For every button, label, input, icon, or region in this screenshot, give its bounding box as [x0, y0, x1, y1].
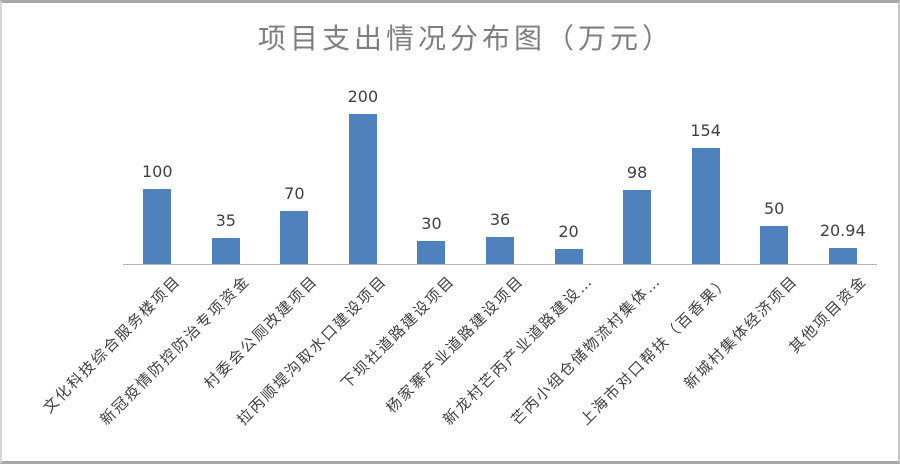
bar: [623, 190, 652, 264]
bar-value-label: 98: [626, 163, 648, 182]
bar-value-label: 70: [284, 184, 305, 203]
bar-value-label: 30: [421, 214, 442, 233]
bar-value-label: 200: [347, 87, 379, 106]
bar: [554, 249, 583, 264]
bar-value-label: 154: [690, 121, 721, 140]
bar-value-label: 35: [215, 211, 236, 230]
bar: [486, 237, 514, 264]
bar: [828, 248, 857, 264]
bar-value-label: 100: [141, 162, 173, 181]
bar: [691, 148, 720, 264]
bar-value-label: 20.94: [819, 221, 866, 240]
bar: [280, 211, 309, 264]
bar-value-label: 36: [489, 210, 511, 229]
bar: [760, 226, 789, 264]
bar: [211, 238, 240, 264]
bar-value-label: 20: [558, 222, 579, 241]
bar: [348, 114, 377, 264]
bar-value-label: 50: [763, 199, 785, 218]
plot-area: 100 35 70 200 30 36 20 98 154 50 20.94 文化科技综合服务楼项目…: [2, 3, 898, 461]
x-axis-line: [123, 264, 877, 265]
bar: [143, 189, 172, 264]
chart-title: 项目支出情况分布图（万元）: [257, 22, 674, 55]
bar: [417, 241, 446, 264]
